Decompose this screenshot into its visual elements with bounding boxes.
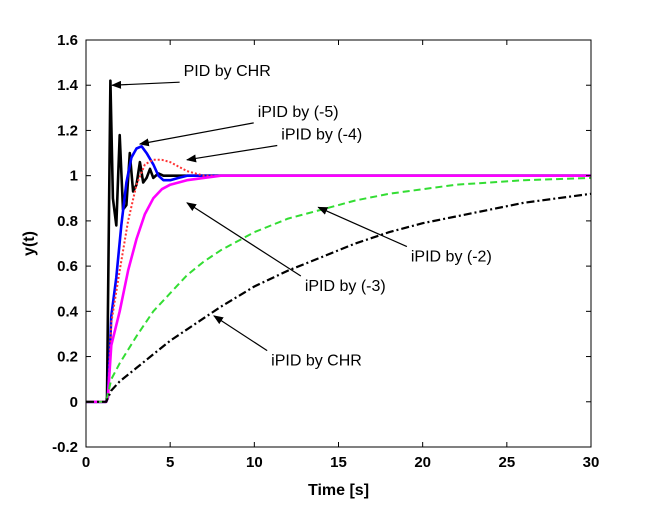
y-axis-title: y(t) [21,231,38,256]
x-tick-label: 20 [414,454,431,471]
annotation-label: iPID by (-4) [281,126,362,143]
y-tick-label: 1.2 [57,122,78,139]
annotation-label: iPID by (-5) [258,104,339,121]
y-tick-label: 0.8 [57,213,78,230]
annotation-label: iPID by (-2) [411,249,492,266]
y-tick-label: 0.4 [57,303,79,320]
x-tick-label: 0 [82,454,90,471]
annotation-label: iPID by CHR [271,353,362,370]
annotation-arrow [138,122,254,147]
series-line-4 [86,174,591,404]
annotation-arrow [213,315,268,352]
y-tick-label: 1 [70,168,78,185]
series-line-5 [86,176,591,403]
annotations-layer: PID by CHR iPID by (-5) iPID by (-4) iPID b… [111,63,492,370]
annotation-arrow [186,202,302,277]
annotation-arrow [111,80,180,89]
y-tick-label: 1.6 [57,32,78,49]
series-line-3 [86,158,591,403]
x-tick-label: 5 [166,454,174,471]
axis-ticks: 0 5 10 15 20 25 30-0.200.20.40.60.811.21.41.6 [52,32,599,471]
y-tick-label: -0.2 [52,439,78,456]
x-tick-label: 15 [330,454,347,471]
annotation-label: PID by CHR [184,63,271,80]
x-tick-label: 25 [498,454,515,471]
x-tick-label: 30 [583,454,600,471]
curves-layer [86,79,591,404]
y-tick-label: 0 [70,394,78,411]
y-tick-label: 1.4 [57,77,79,94]
annotation-label: iPID by (-3) [305,278,386,295]
plot-frame [85,39,592,448]
series-line-6 [86,192,591,403]
y-tick-label: 0.2 [57,349,78,366]
x-tick-label: 10 [246,454,263,471]
annotation-arrow [186,144,278,163]
annotation-arrow [317,206,408,248]
y-tick-label: 0.6 [57,258,78,275]
x-axis-title: Time [s] [308,482,369,499]
